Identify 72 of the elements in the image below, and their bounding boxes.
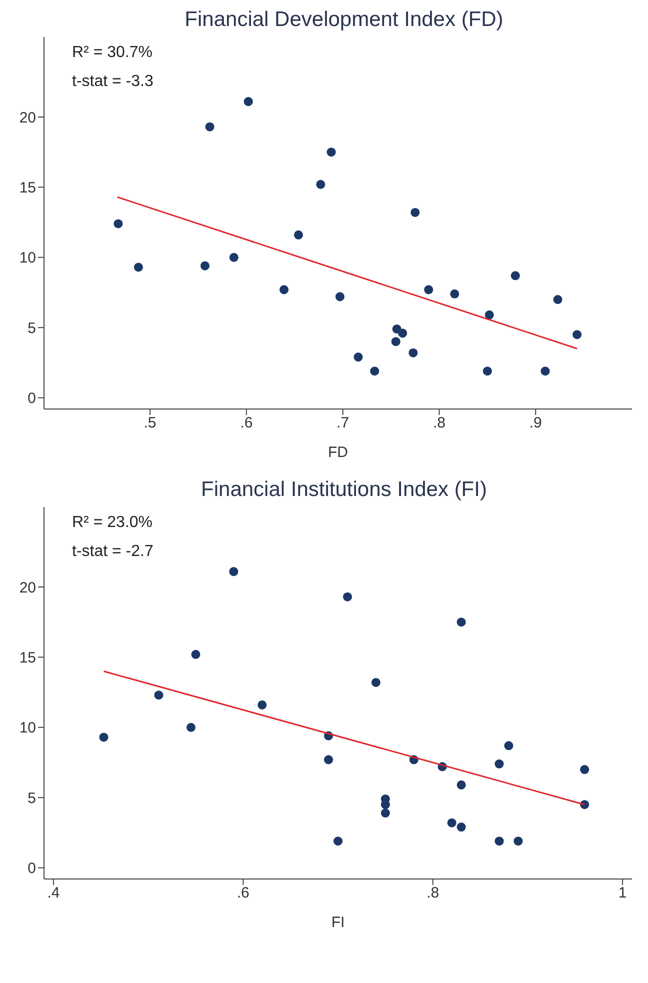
- point: [408, 348, 418, 358]
- point: [380, 808, 390, 818]
- point: [572, 330, 582, 340]
- point: [326, 148, 336, 157]
- point: [580, 765, 590, 774]
- point: [424, 285, 434, 294]
- point: [456, 618, 466, 627]
- x-tick-label: .4: [47, 884, 60, 902]
- x-tick-label: .9: [529, 414, 542, 432]
- point: [484, 310, 494, 320]
- point: [456, 822, 466, 832]
- point: [280, 285, 289, 294]
- point: [99, 732, 108, 742]
- annotation: t-stat = -3.3: [72, 72, 154, 92]
- point: [391, 337, 400, 346]
- annotation: t-stat = -2.7: [72, 542, 154, 562]
- point: [354, 352, 363, 362]
- point: [494, 759, 504, 768]
- point: [447, 818, 456, 828]
- point: [456, 780, 466, 790]
- point: [191, 650, 200, 659]
- point: [324, 755, 334, 764]
- y-tick-label: 15: [19, 650, 36, 667]
- y-tick-label: 10: [19, 250, 36, 267]
- point: [553, 295, 562, 304]
- point: [154, 690, 164, 700]
- y-tick-label: 5: [28, 790, 36, 807]
- point: [134, 262, 143, 272]
- point: [333, 836, 343, 846]
- x-tick-label: .8: [426, 884, 440, 902]
- y-tick-label: 5: [28, 320, 36, 337]
- point: [114, 219, 123, 228]
- point: [200, 261, 210, 270]
- annotation: R² = 30.7%: [72, 43, 154, 63]
- x-tick-label: .7: [336, 414, 350, 432]
- y-tick-label: 10: [19, 720, 36, 737]
- point: [504, 741, 514, 750]
- chart-title: Financial Institutions Index (FI): [200, 478, 488, 502]
- point: [410, 208, 420, 217]
- point: [186, 722, 196, 732]
- y-tick-label: 20: [19, 109, 36, 126]
- point: [258, 700, 267, 710]
- x-tick-label: 1: [618, 884, 627, 902]
- x-tick-label: .5: [144, 414, 156, 432]
- point: [370, 366, 380, 376]
- point: [450, 289, 460, 298]
- point: [514, 836, 523, 846]
- point: [229, 252, 238, 262]
- chart-title: Financial Development Index (FD): [184, 8, 504, 32]
- x-axis-title: FI: [331, 914, 345, 931]
- point: [342, 592, 352, 602]
- point: [244, 97, 253, 106]
- x-tick-label: .6: [240, 414, 253, 432]
- y-tick-label: 15: [19, 180, 36, 197]
- point: [482, 366, 492, 376]
- point: [371, 678, 380, 687]
- point: [205, 122, 214, 132]
- point: [398, 328, 408, 338]
- x-axis-title: FD: [328, 444, 348, 461]
- x-tick-label: .6: [236, 884, 250, 902]
- point: [335, 292, 344, 302]
- y-tick-label: 0: [28, 390, 36, 408]
- point: [510, 271, 520, 280]
- point: [316, 180, 326, 189]
- y-tick-label: 20: [19, 579, 36, 596]
- x-tick-label: .8: [432, 414, 446, 432]
- point: [229, 567, 238, 576]
- point: [540, 366, 550, 376]
- point: [494, 836, 504, 846]
- y-tick-label: 0: [28, 860, 36, 878]
- annotation: R² = 23.0%: [72, 513, 154, 533]
- point: [294, 230, 303, 240]
